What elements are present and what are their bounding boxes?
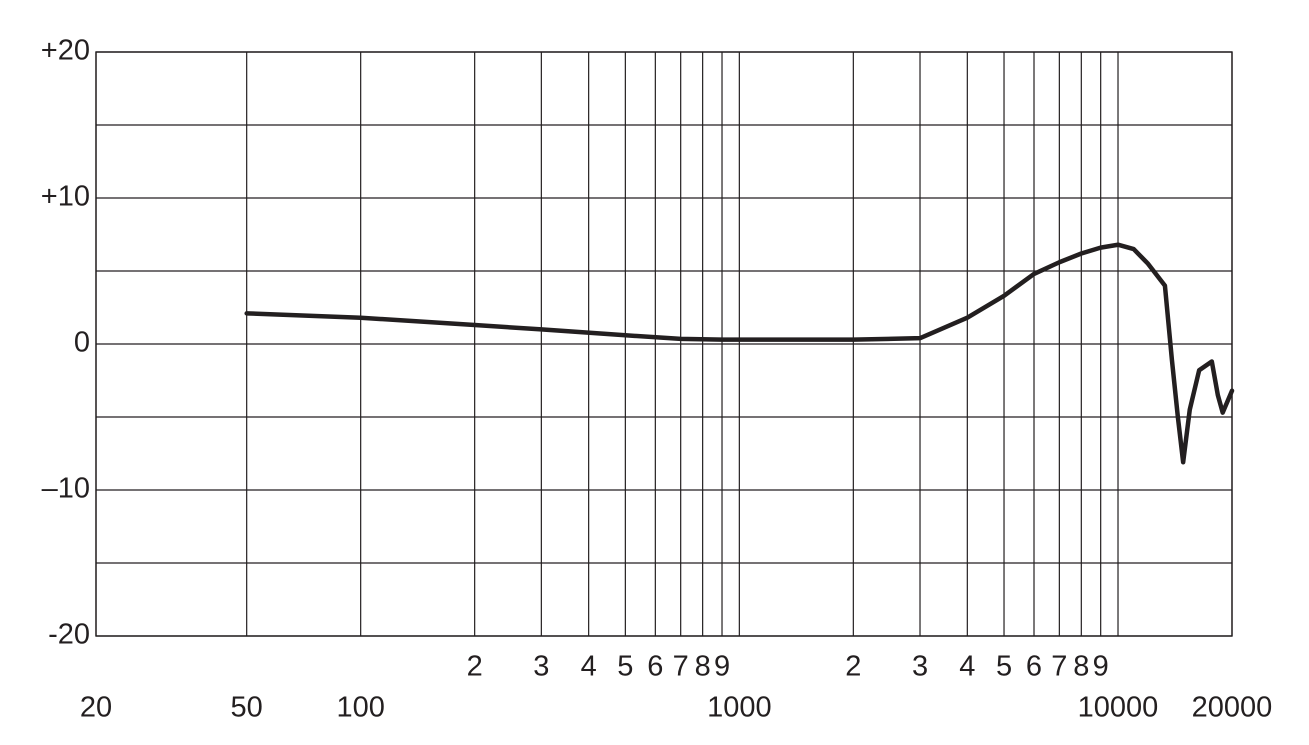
x-tick-label: 5 — [617, 651, 633, 683]
x-tick-label: 3 — [533, 651, 549, 683]
x-tick-label: 3 — [912, 651, 928, 683]
x-tick-label: 50 — [231, 692, 263, 724]
x-tick-label: 20 — [80, 692, 112, 724]
x-tick-label: 8 — [1073, 651, 1089, 683]
x-tick-label: 100 — [336, 692, 384, 724]
x-tick-label: 5 — [996, 651, 1012, 683]
x-tick-label: 2 — [845, 651, 861, 683]
y-tick-label: –10 — [42, 473, 90, 505]
x-tick-label: 9 — [1093, 651, 1109, 683]
x-tick-label: 7 — [1051, 651, 1067, 683]
x-tick-label: 8 — [695, 651, 711, 683]
y-tick-label: 0 — [74, 327, 90, 359]
x-tick-label: 20000 — [1192, 692, 1273, 724]
x-tick-label: 9 — [714, 651, 730, 683]
x-tick-label: 2 — [467, 651, 483, 683]
x-tick-label: 10000 — [1078, 692, 1159, 724]
x-tick-label: 6 — [1026, 651, 1042, 683]
y-tick-label: +20 — [41, 35, 90, 67]
plot-frame — [95, 51, 1233, 637]
x-tick-label: 1000 — [707, 692, 772, 724]
y-tick-label: +10 — [41, 181, 90, 213]
x-tick-label: 6 — [647, 651, 663, 683]
x-tick-label: 4 — [581, 651, 597, 683]
x-tick-label: 7 — [673, 651, 689, 683]
response-curve — [244, 242, 1235, 465]
y-tick-label: -20 — [48, 619, 90, 651]
x-tick-label: 4 — [959, 651, 975, 683]
